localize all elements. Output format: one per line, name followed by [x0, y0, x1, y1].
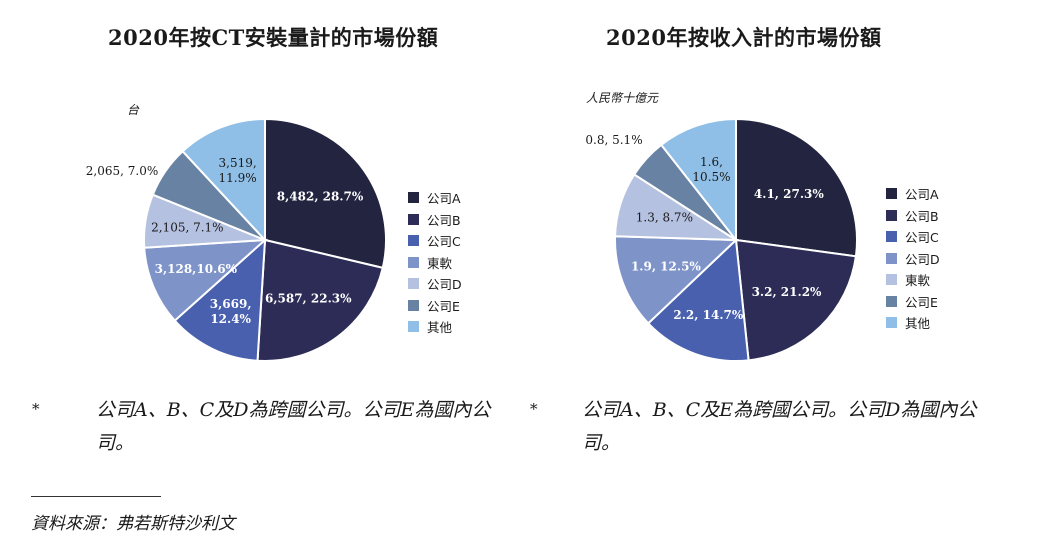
legend-label: 公司B — [427, 212, 461, 228]
chart-title-revenue: 2020年按收入計的市場份額 — [606, 25, 882, 50]
slice-data-label: 3,519, 11.9% — [219, 156, 257, 185]
chart-title-installations: 2020年按CT安裝量計的市場份額 — [108, 25, 439, 50]
slice-data-label: 2,065, 7.0% — [86, 164, 158, 178]
legend-item: 公司C — [886, 226, 940, 248]
legend-swatch — [886, 252, 897, 264]
legend-item: 公司D — [408, 273, 462, 295]
slice-data-label: 6,587, 22.3% — [265, 291, 352, 305]
legend-swatch — [886, 317, 897, 329]
legend-item: 公司E — [408, 295, 462, 317]
legend-item: 公司A — [886, 183, 940, 205]
slice-data-label: 8,482, 28.7% — [277, 189, 364, 203]
legend-swatch — [886, 295, 897, 307]
pie-slice — [256, 238, 384, 362]
legend-swatch — [408, 192, 419, 204]
slice-data-label: 2,105, 7.1% — [151, 220, 223, 234]
legend-item: 公司A — [408, 187, 462, 209]
note-marker-left: * — [32, 400, 40, 418]
legend-label: 其他 — [427, 320, 453, 336]
legend-label: 公司D — [905, 251, 940, 267]
pie-slice — [646, 237, 750, 362]
pie-slice — [659, 117, 737, 243]
pie-slice — [734, 238, 858, 362]
legend-swatch — [886, 274, 897, 286]
legend-label: 公司E — [905, 294, 938, 310]
legend-swatch — [408, 299, 419, 311]
legend-swatch — [408, 256, 419, 268]
legend-swatch — [886, 209, 897, 221]
footnote-left: 公司A、B、C及D為跨國公司。公司E為國內公司。 — [96, 399, 491, 454]
slice-data-label: 3,128,10.6% — [155, 262, 238, 276]
pie-slice — [735, 117, 858, 258]
legend-item: 公司D — [886, 248, 940, 270]
legend-label: 公司C — [427, 234, 461, 250]
slice-data-label: 1.6, 10.5% — [692, 155, 730, 184]
unit-label-revenue: 人民幣十億元 — [586, 91, 659, 105]
slice-data-label: 2.2, 14.7% — [673, 308, 743, 322]
legend-swatch — [886, 231, 897, 243]
note-marker-right: * — [530, 400, 538, 418]
legend-item: 其他 — [408, 316, 462, 338]
legend-label: 其他 — [905, 316, 931, 332]
legend-label: 公司A — [427, 191, 461, 207]
legend-installations: 公司A 公司B 公司C 東軟公司D 公司E 其他 — [408, 187, 462, 338]
pie-slice — [173, 237, 267, 362]
legend-item: 公司B — [886, 205, 940, 227]
legend-swatch — [408, 213, 419, 225]
legend-revenue: 公司A 公司B 公司C 公司D 東軟公司E 其他 — [886, 183, 940, 334]
legend-swatch — [408, 278, 419, 290]
legend-item: 其他 — [886, 312, 940, 334]
legend-item: 東軟 — [408, 252, 462, 274]
legend-swatch — [408, 321, 419, 333]
pie-slice — [143, 238, 268, 322]
legend-item: 公司E — [886, 291, 940, 313]
legend-label: 公司B — [905, 208, 939, 224]
footnote-right: 公司A、B、C及E為跨國公司。公司D為國內公司。 — [582, 399, 977, 454]
pie-slice — [264, 117, 387, 270]
source-note: 資料來源：弗若斯特沙利文 — [31, 514, 235, 534]
legend-swatch — [408, 235, 419, 247]
legend-label: 公司D — [427, 277, 462, 293]
unit-label-installations: 台 — [127, 103, 140, 117]
legend-item: 公司B — [408, 209, 462, 231]
legend-label: 公司E — [427, 298, 460, 314]
legend-item: 公司C — [408, 230, 462, 252]
slice-data-label: 1.9, 12.5% — [631, 260, 701, 274]
pie-slice — [614, 235, 739, 325]
legend-item: 東軟 — [886, 269, 940, 291]
slice-data-label: 3.2, 21.2% — [752, 285, 822, 299]
slice-data-label: 4.1, 27.3% — [754, 187, 824, 201]
pie-slice — [181, 117, 266, 243]
legend-label: 公司C — [905, 230, 939, 246]
legend-label: 東軟 — [427, 255, 453, 271]
legend-label: 東軟 — [905, 273, 931, 289]
slice-data-label: 3,669, 12.4% — [210, 297, 252, 326]
slice-data-label: 1.3, 8.7% — [636, 211, 693, 225]
legend-label: 公司A — [905, 187, 939, 203]
slice-data-label: 0.8, 5.1% — [585, 133, 642, 147]
source-divider — [31, 496, 161, 497]
legend-swatch — [886, 188, 897, 200]
